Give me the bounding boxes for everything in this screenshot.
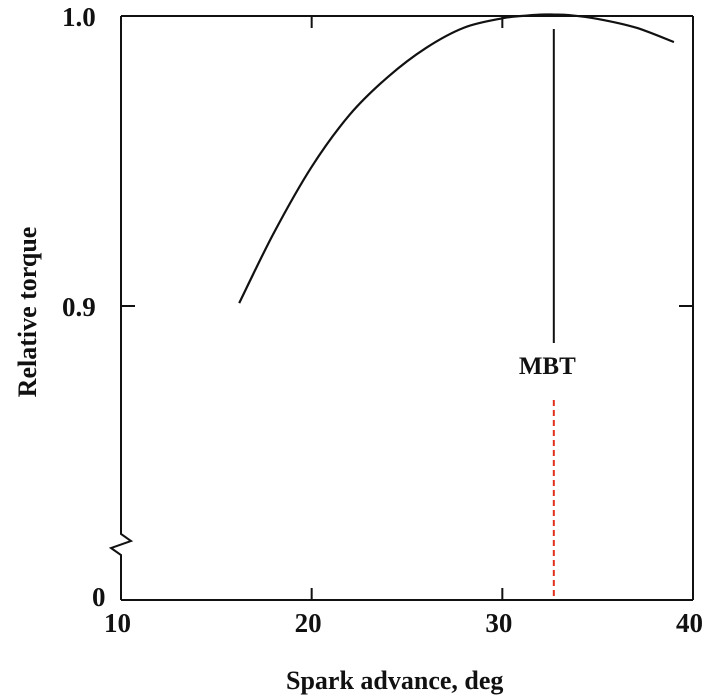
y-tick-label: 1.0 [62, 4, 96, 31]
x-axis-label: Spark advance, deg [286, 668, 503, 694]
torque-curve [239, 14, 674, 303]
y-origin-label: 0 [92, 584, 106, 611]
y-tick-label: 0.9 [62, 294, 96, 321]
mbt-annotation-label: MBT [519, 354, 576, 379]
x-tick-label: 30 [485, 610, 512, 637]
y-axis-break-mark [111, 527, 131, 562]
x-tick-label: 20 [295, 610, 322, 637]
x-tick-label: 40 [676, 610, 703, 637]
x-tick-label: 10 [104, 610, 131, 637]
y-axis-label: Relative torque [15, 212, 41, 412]
